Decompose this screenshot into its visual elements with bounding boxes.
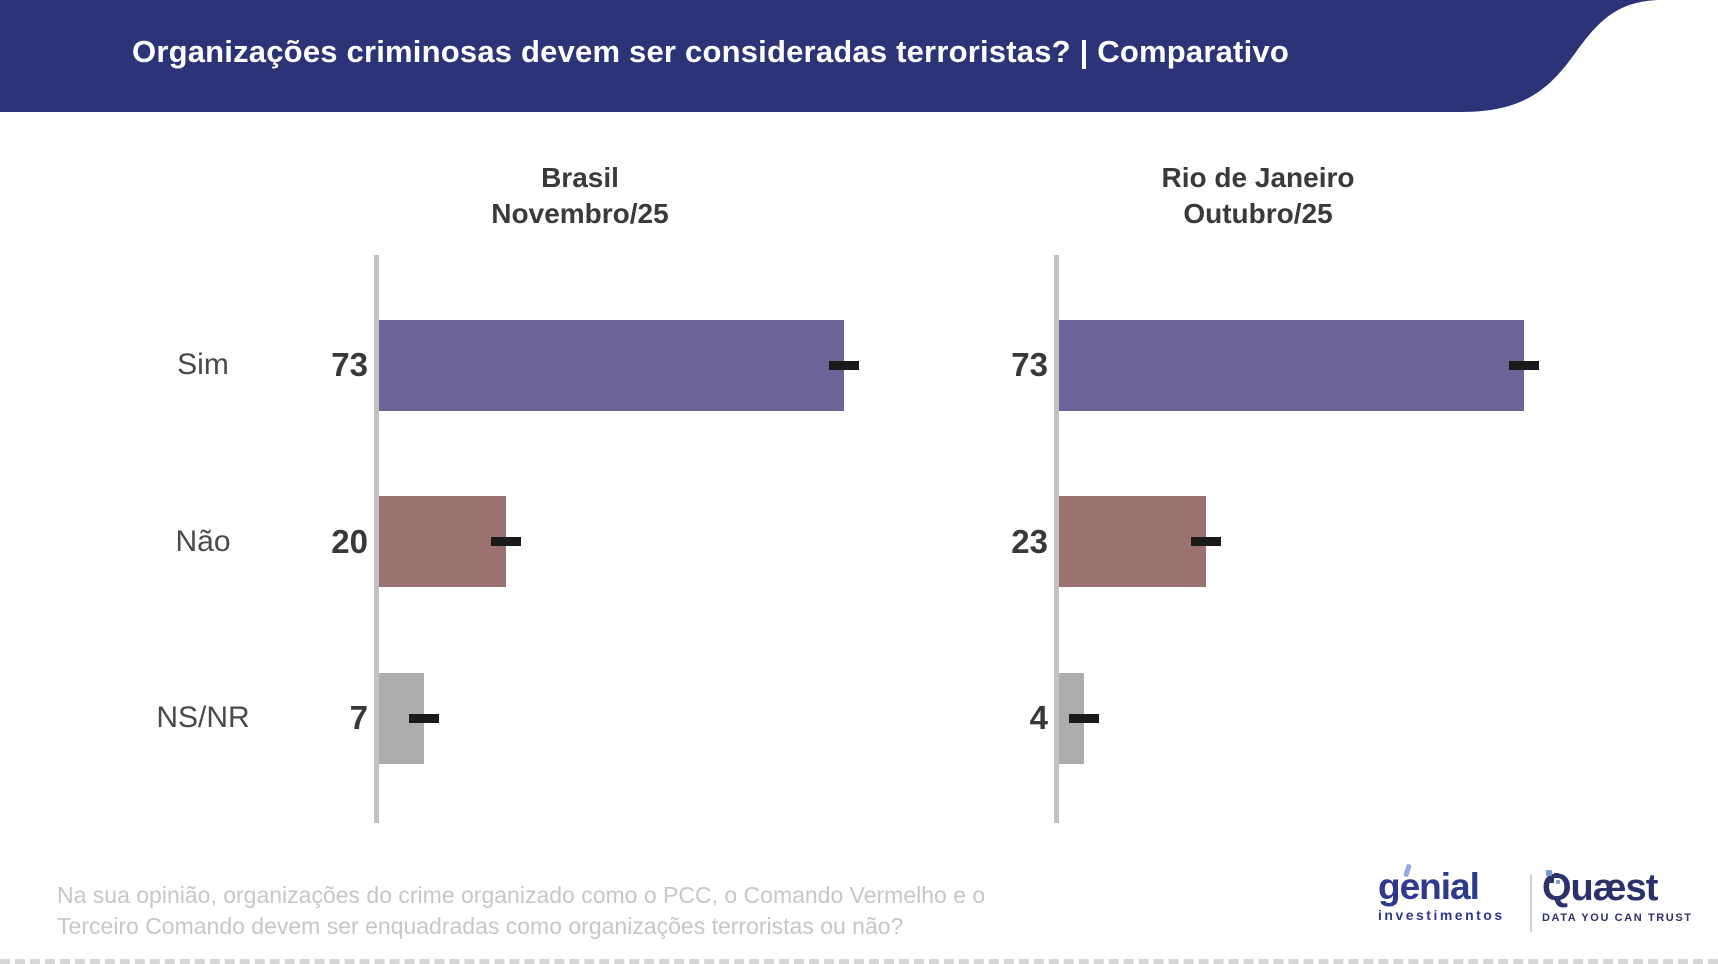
header-banner-shape xyxy=(0,0,1658,112)
category-label-sim: Sim xyxy=(177,348,229,381)
quaest-logo: Quæst DATA YOU CAN TRUST xyxy=(1542,868,1692,924)
chart-title-rio-line1: Rio de Janeiro xyxy=(1161,162,1355,193)
bottom-dashed-divider xyxy=(0,959,1718,964)
chart-title-brasil-line1: Brasil xyxy=(541,162,619,193)
value-label-rio-de-janeiro-ns-nr: 4 xyxy=(1029,699,1048,736)
quaest-pixel-icon xyxy=(1546,870,1564,888)
category-label-nao: Não xyxy=(175,524,231,558)
quaest-tagline: DATA YOU CAN TRUST xyxy=(1542,912,1693,924)
genial-logo: genial investimentos xyxy=(1378,863,1526,923)
error-tick-brasil-nao xyxy=(491,537,521,546)
value-label-rio-de-janeiro-sim: 73 xyxy=(1011,346,1048,383)
error-tick-brasil-ns-nr xyxy=(409,713,439,723)
y-axis-line-rio-de-janeiro xyxy=(1053,255,1059,823)
logo-divider xyxy=(1530,874,1532,932)
genial-logo-subtitle: investimentos xyxy=(1378,907,1505,923)
bar-brasil-sim xyxy=(379,319,844,411)
page-title: Organizações criminosas devem ser consid… xyxy=(132,34,1289,69)
error-tick-rio-de-janeiro-ns-nr xyxy=(1069,713,1099,723)
chart-title-rio-line2: Outubro/25 xyxy=(1183,198,1333,229)
value-label-rio-de-janeiro-nao: 23 xyxy=(1011,522,1048,560)
bar-brasil-nao xyxy=(379,496,506,587)
error-tick-rio-de-janeiro-nao xyxy=(1191,537,1221,546)
error-tick-rio-de-janeiro-sim xyxy=(1509,360,1539,370)
genial-logo-text: genial xyxy=(1378,866,1480,907)
value-label-brasil-sim: 73 xyxy=(331,346,368,383)
quaest-logo-text: Quæst xyxy=(1542,867,1658,909)
value-label-brasil-ns-nr: 7 xyxy=(349,699,368,736)
category-label-ns-nr: NS/NR xyxy=(156,701,250,734)
error-tick-brasil-sim xyxy=(829,360,859,370)
survey-question-footnote: Na sua opinião, organizações do crime or… xyxy=(57,882,986,939)
bar-rio-de-janeiro-sim xyxy=(1059,319,1524,411)
bar-rio-de-janeiro-nao xyxy=(1059,496,1206,587)
logo-area: genial investimentos Quæst DATA YOU CAN … xyxy=(1378,863,1691,948)
chart-title-brasil-line2: Novembro/25 xyxy=(491,198,669,229)
chart-title-brasil: Brasil Novembro/25 xyxy=(380,160,780,232)
chart-title-rio: Rio de Janeiro Outubro/25 xyxy=(1058,160,1458,232)
value-label-brasil-nao: 20 xyxy=(331,522,368,560)
y-axis-line-brasil xyxy=(373,255,379,823)
